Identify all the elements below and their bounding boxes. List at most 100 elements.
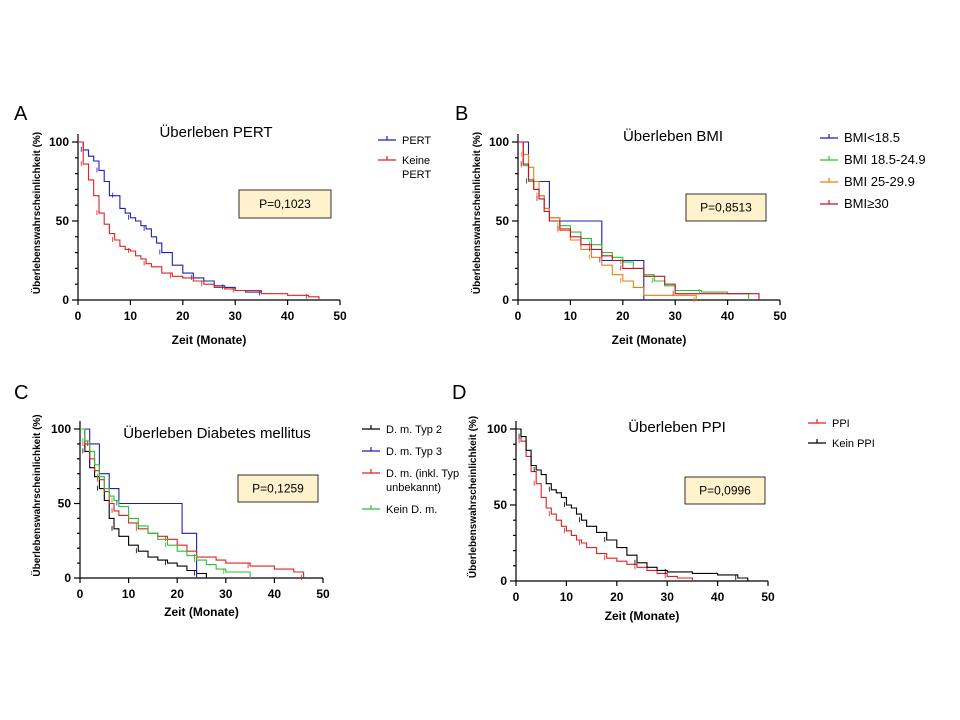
series-line-kein-ppi (516, 428, 749, 581)
x-axis-label: Zeit (Monate) (612, 333, 687, 347)
series-line-d-m-typ-2 (80, 428, 207, 578)
y-axis-label: Überlebenswahrscheinlichkeit (%) (470, 132, 483, 294)
chart-title: Überleben PERT (159, 123, 272, 141)
x-tick-label: 40 (281, 309, 295, 323)
y-tick-label: 100 (487, 422, 507, 436)
legend-label: D. m. (inkl. Typ (386, 468, 459, 480)
panel-c: C Überleben Diabetes mellitus 0 10 20 30 40 50 0… (14, 382, 459, 619)
y-tick-label: 50 (56, 214, 70, 228)
x-tick-label: 20 (616, 309, 630, 323)
x-tick-label: 30 (669, 309, 683, 323)
legend-item: PPI (808, 418, 850, 430)
x-tick-label: 40 (268, 587, 282, 601)
legend-item: BMI<18.5 (820, 130, 900, 145)
p-value-box (685, 193, 767, 222)
chart-title: Überleben PPI (628, 418, 726, 436)
legend-item: D. m. Typ 2 (362, 424, 442, 436)
p-value-box (237, 474, 319, 503)
legend-label: PERT (402, 135, 431, 147)
series-line-pert (78, 141, 262, 294)
series-line-bmi-18-5 (518, 141, 645, 300)
legend-label: BMI≥30 (844, 196, 889, 211)
panel-b: B Überleben BMI 0 10 20 30 40 50 0 50 100 Zeit (Mon… (455, 103, 926, 347)
legend-label: Kein D. m. (386, 504, 437, 516)
series-line-d-m-typ-3 (80, 428, 198, 578)
panel-letter: A (14, 103, 28, 125)
x-tick-label: 30 (219, 587, 233, 601)
y-tick-label: 100 (489, 135, 509, 149)
y-tick-label: 100 (51, 422, 71, 436)
legend-label: D. m. Typ 3 (386, 446, 442, 458)
x-tick-label: 20 (610, 590, 624, 604)
p-value-text: P=0,0996 (699, 484, 751, 498)
legend-label: D. m. Typ 2 (386, 424, 442, 436)
x-tick-label: 30 (661, 590, 675, 604)
legend-label: PPI (832, 418, 850, 430)
p-value-box (238, 189, 332, 219)
p-value-text: P=0,1259 (252, 482, 304, 496)
y-tick-label: 0 (500, 574, 507, 588)
x-tick-label: 10 (564, 309, 578, 323)
x-tick-label: 50 (316, 587, 330, 601)
legend-item: Kein PPI (808, 438, 875, 450)
y-tick-label: 0 (62, 293, 69, 307)
y-tick-label: 50 (494, 498, 508, 512)
y-axis-label: Überlebenswahrscheinlichkeit (%) (30, 414, 43, 576)
x-tick-label: 0 (515, 309, 522, 323)
legend-item: Kein D. m. (362, 504, 437, 516)
panel-letter: C (14, 382, 28, 404)
x-axis-label: Zeit (Monate) (164, 605, 239, 619)
x-tick-label: 40 (711, 590, 725, 604)
chart-title: Überleben Diabetes mellitus (123, 424, 311, 442)
series-line-bmi-25-29-9 (518, 141, 697, 300)
x-tick-label: 50 (761, 590, 775, 604)
legend-item: BMI 25-29.9 (820, 174, 915, 189)
legend-label: BMI 18.5-24.9 (844, 152, 926, 167)
series-line-ppi (516, 428, 693, 581)
x-tick-label: 10 (122, 587, 136, 601)
legend-item: D. m. (inkl. Typ unbekannt) (362, 468, 459, 494)
x-tick-label: 40 (721, 309, 735, 323)
legend-label: Keine (402, 155, 430, 167)
legend: PERT Keine PERT (378, 135, 431, 181)
legend-item: BMI 18.5-24.9 (820, 152, 926, 167)
x-tick-label: 0 (77, 587, 84, 601)
y-axis-label: Überlebenswahrscheinlichkeit (%) (466, 416, 479, 578)
chart-title: Überleben BMI (623, 127, 723, 145)
legend-label: unbekannt) (386, 482, 441, 494)
legend: BMI<18.5 BMI 18.5-24.9 BMI 25-29.9 BMI≥30 (820, 130, 926, 211)
y-tick-label: 50 (58, 497, 72, 511)
x-tick-label: 0 (75, 309, 82, 323)
y-axis-label: Überlebenswahrscheinlichkeit (%) (30, 132, 43, 294)
legend-label: BMI<18.5 (844, 130, 900, 145)
legend-label: BMI 25-29.9 (844, 174, 915, 189)
legend-item: Keine PERT (378, 155, 431, 181)
legend: D. m. Typ 2 D. m. Typ 3 D. m. (inkl. Typ un… (362, 424, 459, 516)
y-tick-label: 100 (49, 135, 69, 149)
series-line-keine-pert (78, 141, 320, 300)
p-value-box (684, 476, 766, 505)
panel-d: D Überleben PPI 0 10 20 30 40 50 0 50 100 Zeit (Mon… (452, 382, 875, 623)
x-tick-label: 10 (124, 309, 138, 323)
legend: PPI Kein PPI (808, 418, 875, 450)
y-tick-label: 50 (496, 214, 510, 228)
x-tick-label: 20 (176, 309, 190, 323)
x-axis-label: Zeit (Monate) (172, 333, 247, 347)
x-tick-label: 0 (513, 590, 520, 604)
x-axis-label: Zeit (Monate) (605, 609, 680, 623)
y-tick-label: 0 (502, 293, 509, 307)
panel-letter: B (455, 103, 468, 125)
panel-a: A Überleben PERT 0 10 20 30 40 50 0 50 100 Zeit (Mo… (14, 103, 431, 347)
series-line-kein-d-m- (80, 428, 251, 578)
y-tick-label: 0 (64, 571, 71, 585)
legend-item: BMI≥30 (820, 196, 889, 211)
legend-item: PERT (378, 135, 431, 147)
series-line-bmi-30 (518, 141, 760, 300)
x-tick-label: 20 (171, 587, 185, 601)
x-tick-label: 10 (560, 590, 574, 604)
x-tick-label: 30 (229, 309, 243, 323)
legend-item: D. m. Typ 3 (362, 446, 442, 458)
legend-label: Kein PPI (832, 438, 875, 450)
panel-letter: D (452, 382, 466, 404)
